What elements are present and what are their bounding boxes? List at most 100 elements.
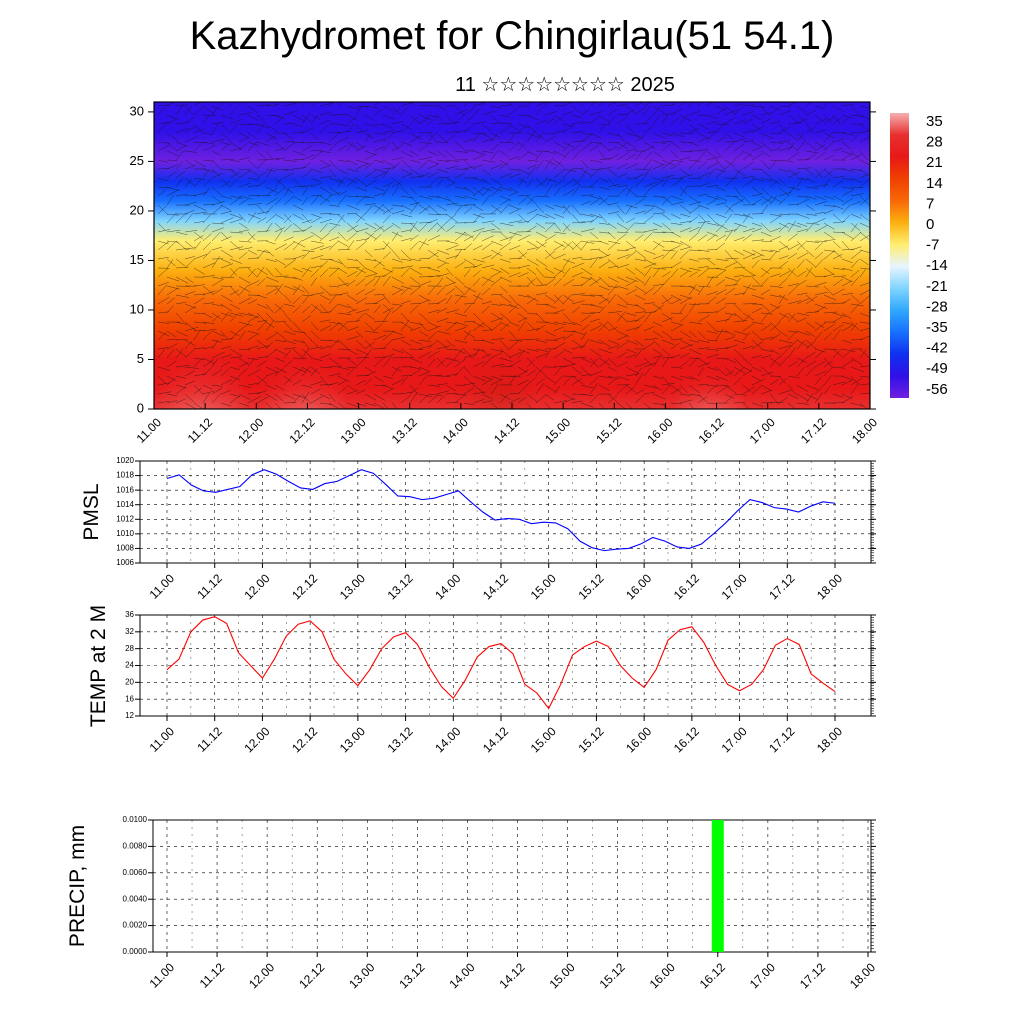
wind-barb xyxy=(679,240,692,248)
wind-barb xyxy=(355,130,368,134)
wind-barb xyxy=(319,303,329,314)
wind-barb xyxy=(580,220,595,224)
wind-barb xyxy=(229,231,243,234)
wind-barb xyxy=(805,123,814,133)
wind-barb xyxy=(580,169,588,179)
wind-barb xyxy=(247,268,256,278)
wind-barb xyxy=(427,171,439,179)
wind-barb xyxy=(220,181,231,188)
wind-barb xyxy=(202,392,210,404)
wind-barb xyxy=(706,258,716,266)
wind-barb xyxy=(328,402,340,409)
wind-barb xyxy=(571,375,584,385)
wind-barb xyxy=(706,150,718,160)
wind-barb xyxy=(472,361,485,368)
wind-barb xyxy=(157,229,170,233)
wind-barb xyxy=(760,336,774,341)
wind-barb xyxy=(733,277,741,287)
wind-barb xyxy=(238,247,253,251)
wind-barb xyxy=(841,348,856,353)
wind-barb xyxy=(436,204,447,211)
x-tick-label: 16.00 xyxy=(623,571,654,602)
wind-barb xyxy=(301,114,312,123)
wind-barb xyxy=(850,366,865,373)
wind-barb xyxy=(319,232,330,242)
wind-barb xyxy=(805,102,812,107)
wind-barb xyxy=(814,281,827,287)
wind-barb xyxy=(814,306,826,314)
wind-barb xyxy=(508,341,519,350)
wind-barb xyxy=(526,359,535,368)
wind-barb xyxy=(337,321,348,332)
y-tick-label: 0.0040 xyxy=(123,894,148,903)
wind-barb xyxy=(211,122,220,134)
wind-barb xyxy=(301,391,310,404)
wind-barb xyxy=(247,396,261,404)
wind-barb xyxy=(472,399,485,404)
wind-barb xyxy=(706,249,718,251)
wind-barb xyxy=(157,366,171,371)
wind-barb xyxy=(328,222,341,226)
wind-barb xyxy=(598,348,613,354)
wind-barb xyxy=(409,132,423,140)
wind-barb xyxy=(328,357,340,366)
wind-barb xyxy=(616,361,628,368)
wind-barb xyxy=(175,348,184,359)
wind-barb xyxy=(598,222,610,225)
wind-barb xyxy=(562,102,573,107)
wind-barb xyxy=(580,240,595,244)
wind-barb xyxy=(814,129,826,134)
wind-barb xyxy=(292,305,302,314)
wind-barb xyxy=(310,305,318,314)
wind-barb xyxy=(400,321,413,330)
wind-barb xyxy=(544,384,557,393)
x-tick-label: 18.00 xyxy=(814,571,845,602)
wind-barb xyxy=(643,115,653,125)
wind-barb xyxy=(481,329,493,332)
wind-barb xyxy=(427,213,441,215)
wind-barb xyxy=(400,376,408,386)
wind-barb xyxy=(445,225,456,233)
wind-barb xyxy=(796,213,810,219)
wind-barb xyxy=(697,182,711,188)
wind-barb xyxy=(247,114,259,121)
wind-barb xyxy=(598,375,613,379)
wind-barb xyxy=(805,154,816,161)
wind-barb xyxy=(841,324,854,332)
wind-barb xyxy=(328,285,340,288)
wind-barb xyxy=(616,132,625,143)
wind-barb xyxy=(805,360,816,368)
wind-barb xyxy=(238,112,253,116)
wind-barb xyxy=(751,249,765,257)
wind-barb xyxy=(202,302,214,305)
wind-barb xyxy=(292,158,304,161)
wind-barb xyxy=(760,312,773,315)
wind-barb xyxy=(553,150,566,157)
wind-barb xyxy=(436,383,448,386)
wind-barb xyxy=(175,294,190,298)
wind-barb xyxy=(589,278,601,287)
wind-barb xyxy=(373,356,387,359)
colorbar-label: -42 xyxy=(926,340,948,357)
colorbar-label: -14 xyxy=(926,257,948,274)
wind-barb xyxy=(211,314,220,323)
wind-barb xyxy=(526,369,536,377)
wind-barb xyxy=(220,102,225,107)
wind-barb xyxy=(562,222,571,232)
wind-barb xyxy=(220,132,232,142)
wind-barb xyxy=(526,328,540,332)
wind-barb xyxy=(679,314,689,323)
wind-barb xyxy=(553,204,565,209)
wind-barb xyxy=(670,261,682,269)
wind-barb xyxy=(301,294,313,297)
wind-barb xyxy=(400,195,413,199)
wind-barb xyxy=(535,131,544,143)
wind-barb xyxy=(832,275,846,278)
wind-barb xyxy=(355,123,364,133)
wind-barb xyxy=(265,267,274,277)
wind-barb xyxy=(346,303,355,311)
wind-barb xyxy=(733,198,745,206)
wind-barb xyxy=(229,303,240,310)
wind-barb xyxy=(760,267,770,274)
wind-barb xyxy=(697,285,711,288)
